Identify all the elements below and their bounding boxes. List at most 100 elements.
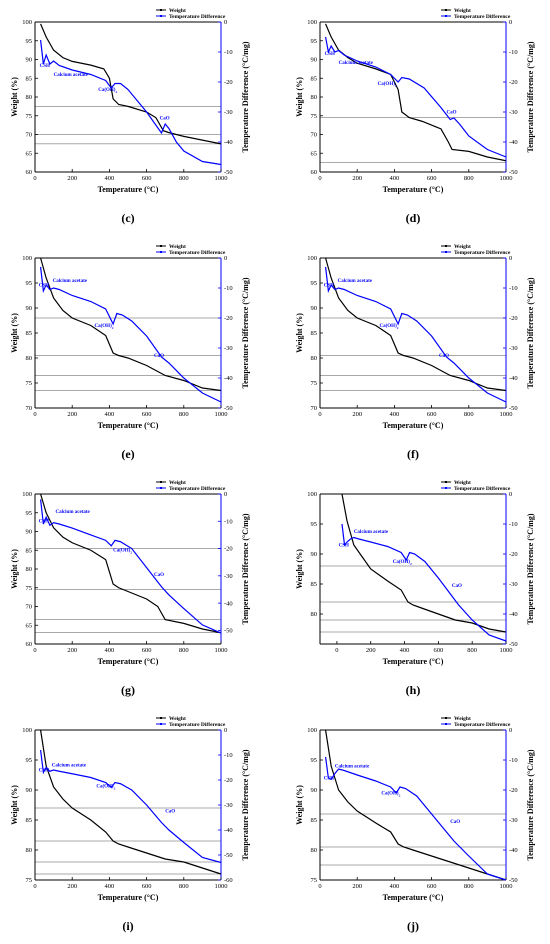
y2-tick-label: -10 bbox=[509, 521, 518, 528]
legend-weight-marker bbox=[445, 717, 447, 719]
legend-td-marker bbox=[445, 723, 447, 725]
y-tick-label: 75 bbox=[26, 877, 33, 884]
y-tick-label: 60 bbox=[26, 169, 33, 176]
annotation-label: CSH bbox=[325, 52, 335, 57]
legend-td-marker bbox=[445, 251, 447, 253]
x-tick-label: 600 bbox=[433, 647, 443, 654]
y-tick-label: 80 bbox=[311, 847, 318, 854]
legend-weight-marker bbox=[445, 245, 447, 247]
y-tick-label: 100 bbox=[22, 19, 32, 26]
weight-series bbox=[324, 729, 507, 881]
annotation-label: CaO bbox=[154, 573, 164, 578]
x-tick-label: 1000 bbox=[500, 411, 513, 418]
y-tick-label: 70 bbox=[311, 132, 318, 139]
x-tick-label: 400 bbox=[390, 883, 400, 890]
annotation-label: Ca(OH)2 bbox=[96, 785, 115, 791]
y2-tick-label: -10 bbox=[509, 757, 518, 764]
temperature-difference-series bbox=[324, 756, 507, 881]
y-tick-label: 80 bbox=[26, 847, 33, 854]
x-tick-label: 200 bbox=[67, 647, 77, 654]
x-tick-label: 1000 bbox=[215, 647, 228, 654]
y2-axis-title: Temperature Difference (°C/mg) bbox=[526, 41, 535, 152]
y-tick-label: 70 bbox=[26, 604, 33, 611]
y-tick-label: 90 bbox=[311, 57, 318, 64]
x-tick-label: 200 bbox=[67, 883, 77, 890]
y-tick-label: 65 bbox=[26, 622, 33, 629]
legend-td-marker bbox=[160, 251, 162, 253]
legend-weight-marker bbox=[445, 481, 447, 483]
x-tick-label: 0 bbox=[335, 647, 338, 654]
x-tick-label: 600 bbox=[427, 175, 437, 182]
y2-tick-label: -30 bbox=[509, 581, 518, 588]
y-tick-label: 75 bbox=[311, 113, 318, 120]
y2-tick-label: -10 bbox=[509, 49, 518, 56]
y2-tick-label: -10 bbox=[224, 49, 233, 56]
x-tick-label: 200 bbox=[352, 175, 362, 182]
x-tick-label: 1000 bbox=[500, 647, 513, 654]
y2-axis-title: Temperature Difference (°C/mg) bbox=[241, 513, 250, 624]
x-tick-label: 1000 bbox=[215, 175, 228, 182]
y2-tick-label: -30 bbox=[224, 802, 233, 809]
legend-td-marker bbox=[445, 487, 447, 489]
x-tick-label: 400 bbox=[105, 175, 115, 182]
y2-tick-label: -40 bbox=[509, 847, 518, 854]
x-tick-label: 800 bbox=[464, 175, 474, 182]
y-tick-label: 90 bbox=[26, 529, 33, 536]
x-tick-label: 0 bbox=[33, 883, 36, 890]
x-tick-label: 400 bbox=[105, 647, 115, 654]
y2-axis-title: Temperature Difference (°C/mg) bbox=[241, 749, 250, 860]
annotation-label: CaO bbox=[165, 810, 175, 815]
annotation-label: CSH bbox=[339, 544, 349, 549]
legend-weight-label: Weight bbox=[454, 244, 471, 250]
x-axis-title: Temperature (°C) bbox=[383, 185, 444, 194]
legend-weight-marker bbox=[445, 9, 447, 11]
x-tick-label: 0 bbox=[318, 883, 321, 890]
weight-series bbox=[40, 257, 222, 392]
y-tick-label: 90 bbox=[26, 57, 33, 64]
y2-tick-label: -30 bbox=[509, 817, 518, 824]
y-tick-label: 95 bbox=[311, 521, 318, 528]
x-tick-label: 800 bbox=[179, 647, 189, 654]
y-tick-label: 95 bbox=[311, 38, 318, 45]
x-tick-label: 400 bbox=[105, 883, 115, 890]
y-axis-title: Weight (%) bbox=[10, 77, 19, 117]
annotation-label: CaO bbox=[452, 584, 462, 589]
y2-tick-label: -30 bbox=[509, 109, 518, 116]
temperature-difference-series bbox=[39, 499, 222, 634]
y-tick-label: 90 bbox=[311, 551, 318, 558]
annotation-label: Ca(OH)2 bbox=[393, 560, 412, 566]
y-axis-title: Weight (%) bbox=[295, 549, 304, 589]
x-axis-title: Temperature (°C) bbox=[383, 421, 444, 430]
y2-tick-label: -40 bbox=[224, 139, 233, 146]
legend-weight-label: Weight bbox=[169, 716, 186, 722]
y-tick-label: 85 bbox=[26, 817, 33, 824]
x-tick-label: 400 bbox=[390, 411, 400, 418]
x-tick-label: 600 bbox=[427, 883, 437, 890]
annotation-label: Calcium acetate bbox=[54, 73, 89, 78]
x-tick-label: 800 bbox=[464, 411, 474, 418]
y2-tick-label: -50 bbox=[224, 852, 233, 859]
y2-tick-label: -30 bbox=[224, 573, 233, 580]
x-tick-label: 600 bbox=[142, 647, 152, 654]
y-tick-label: 100 bbox=[307, 255, 317, 262]
y2-tick-label: -40 bbox=[509, 611, 518, 618]
x-axis-title: Temperature (°C) bbox=[98, 657, 159, 666]
y-tick-label: 80 bbox=[311, 94, 318, 101]
y-tick-label: 95 bbox=[26, 280, 33, 287]
panel-label: (g) bbox=[121, 683, 135, 697]
y-tick-label: 100 bbox=[307, 19, 317, 26]
y-tick-label: 70 bbox=[26, 132, 33, 139]
y-tick-label: 60 bbox=[311, 169, 318, 176]
annotation-label: CaO bbox=[450, 820, 460, 825]
legend-weight-label: Weight bbox=[454, 8, 471, 14]
y2-tick-label: -40 bbox=[224, 600, 233, 607]
y2-tick-label: 0 bbox=[224, 727, 227, 734]
